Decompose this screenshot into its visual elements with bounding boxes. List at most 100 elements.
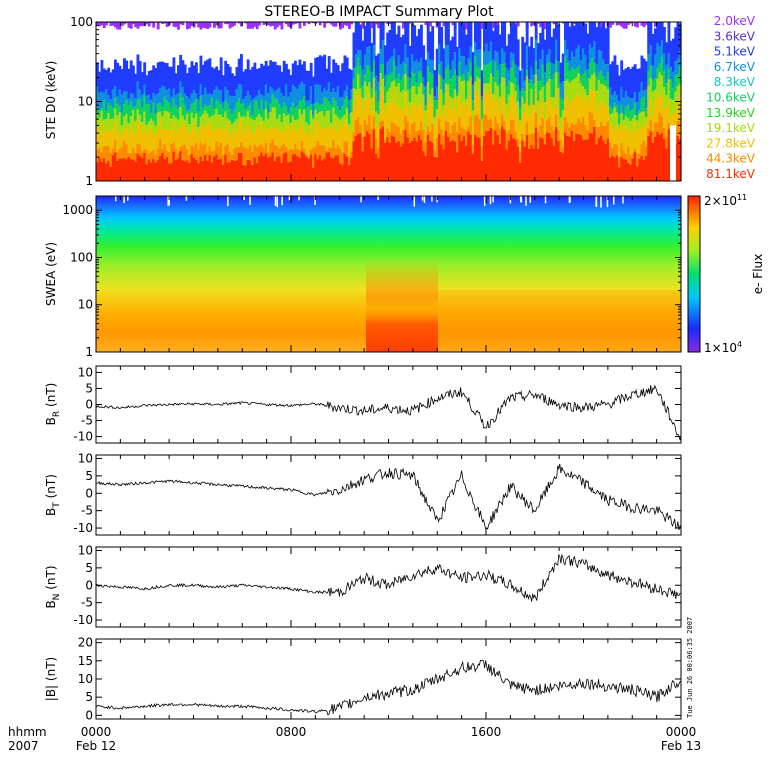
ste-channel-band [368,82,372,94]
ste-channel-band [278,128,282,149]
ste-channel-band [271,107,275,129]
ste-channel-band [433,70,437,97]
ste-channel-band [519,162,522,181]
ste-channel-band [287,96,291,114]
ste-channel-band [190,22,194,26]
ste-channel-band [514,103,518,132]
ste-channel-band [642,140,646,160]
ste-channel-band [264,142,268,154]
ste-channel-band [489,61,493,74]
ste-channel-band [172,115,176,124]
ste-channel-band [285,63,288,85]
ste-channel-band [309,86,313,105]
ste-channel-band [258,145,261,156]
ste-channel-band [125,99,129,114]
ste-channel-band [647,106,651,129]
ste-channel-band [631,98,635,109]
ste-channel-band [217,114,221,130]
ste-channel-band [210,115,214,130]
ste-channel-band [622,97,626,114]
ste-channel-band [269,127,273,143]
ste-channel-band [116,22,120,30]
ste-channel-band [377,81,381,102]
ste-channel-band [172,123,176,142]
ste-channel-band [381,40,385,64]
ste-channel-band [498,96,502,112]
y-tick-label: 10 [78,95,93,109]
ste-channel-band [276,129,279,147]
ste-channel-band [429,140,432,181]
ste-channel-band [552,130,556,146]
legend-entry: 3.6keV [714,29,756,43]
ste-channel-band [557,61,561,73]
ste-channel-band [597,71,601,80]
ste-channel-band [219,57,223,91]
ste-channel-band [199,84,203,96]
ste-channel-band [611,94,615,109]
ste-channel-band [483,64,486,84]
ste-channel-band [633,22,637,27]
ste-channel-band [188,162,192,181]
ste-channel-band [669,40,673,67]
ste-channel-band [674,27,678,62]
ste-channel-band [629,128,633,156]
ste-channel-band [622,120,626,130]
ste-channel-band [390,135,394,181]
ste-channel-band [143,94,147,112]
y-tick-label: 5 [85,469,93,483]
ste-channel-band [390,56,394,73]
ste-channel-band [604,64,608,81]
ste-channel-band [321,56,324,92]
ste-channel-band [489,118,493,128]
ste-channel-band [656,122,660,132]
ste-channel-band [267,118,270,130]
ste-channel-band [615,94,619,106]
ste-channel-band [370,88,374,98]
ste-channel-band [622,22,626,29]
ste-channel-band [503,22,507,52]
ste-channel-band [336,131,340,146]
colorbar-min-exp: 4 [737,340,742,349]
ste-channel-band [280,93,284,109]
ste-channel-band [262,155,266,181]
ste-channel-band [422,45,426,78]
ste-channel-band [242,116,246,133]
ste-channel-band [492,22,495,29]
bn-y-label-unit: (nT) [44,565,58,589]
ste-channel-band [384,45,387,75]
ste-channel-band [408,88,412,102]
ste-channel-band [487,120,491,131]
ste-channel-band [372,60,376,78]
ste-channel-band [602,140,606,181]
ste-channel-band [168,163,171,181]
ste-channel-band [424,110,428,131]
ste-channel-band [107,95,111,103]
ste-channel-band [456,92,459,97]
ste-channel-band [219,142,223,159]
ste-channel-band [534,112,538,128]
ste-channel-band [111,22,115,26]
ste-channel-band [595,90,599,111]
ste-channel-band [219,114,223,128]
ste-channel-band [98,147,102,158]
ste-channel-band [406,76,410,91]
ste-channel-band [170,130,174,144]
ste-channel-band [429,31,432,60]
ste-channel-band [161,85,165,107]
ste-channel-band [332,158,336,181]
ste-channel-band [564,39,567,57]
y-tick-label: 1 [85,174,93,188]
ste-channel-band [125,91,129,100]
ste-channel-band [262,65,266,96]
ste-channel-band [561,110,565,121]
ste-channel-band [492,144,495,181]
ste-channel-band [323,96,327,117]
ste-channel-band [573,69,576,79]
ste-channel-band [321,91,324,105]
ste-channel-band [458,48,462,62]
ste-channel-band [377,114,381,128]
ste-channel-band [649,22,653,46]
ste-channel-band [602,102,606,126]
ste-channel-band [379,64,383,74]
